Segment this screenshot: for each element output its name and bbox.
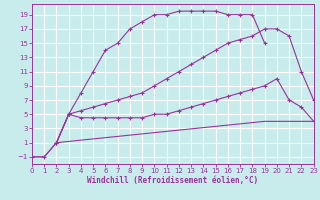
X-axis label: Windchill (Refroidissement éolien,°C): Windchill (Refroidissement éolien,°C) bbox=[87, 176, 258, 185]
